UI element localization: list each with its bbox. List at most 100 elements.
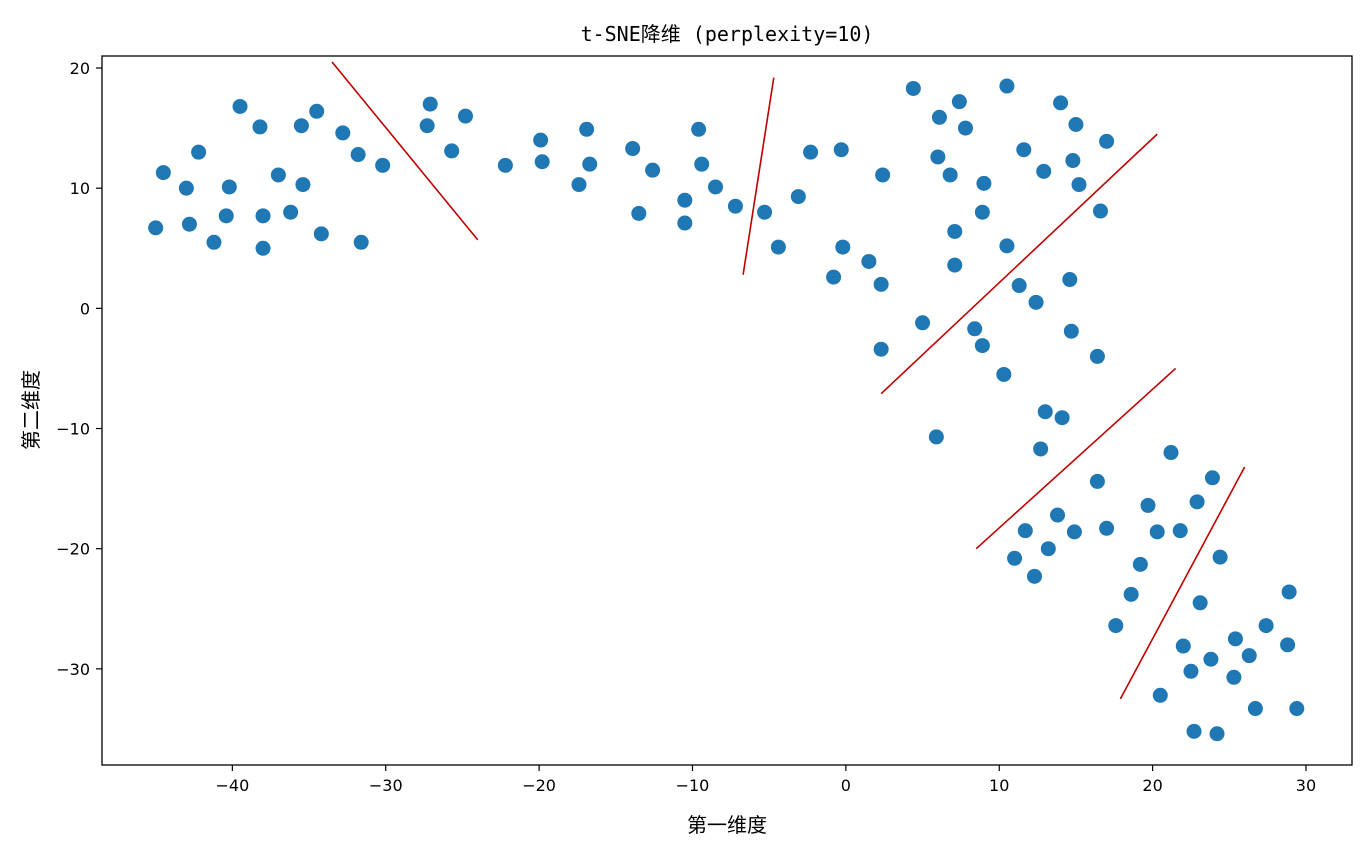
data-point (790, 189, 806, 205)
data-point (1209, 726, 1225, 742)
data-point (148, 220, 164, 236)
separator-line (1119, 466, 1246, 700)
data-point (1189, 494, 1205, 510)
data-point (309, 103, 325, 119)
data-point (947, 257, 963, 273)
data-point (999, 238, 1015, 254)
data-point (497, 157, 513, 173)
data-point (1212, 549, 1228, 565)
data-point (1053, 95, 1069, 111)
data-point (191, 144, 207, 160)
data-point (1140, 497, 1156, 513)
y-tick-label: 0 (80, 299, 90, 318)
data-point (579, 121, 595, 137)
x-tick-label: −40 (215, 776, 249, 795)
data-point (533, 132, 549, 148)
data-point (1108, 618, 1124, 634)
data-point (218, 208, 234, 224)
y-axis-ticks: 20 10 0 −10 −20 −30 (56, 59, 102, 679)
plot-area-frame (101, 55, 1353, 766)
data-point (1183, 663, 1199, 679)
data-point (645, 162, 661, 178)
data-point (571, 177, 587, 193)
data-point (293, 118, 309, 134)
separator-line (742, 77, 775, 275)
data-point (947, 223, 963, 239)
data-point (677, 192, 693, 208)
data-point (313, 226, 329, 242)
y-tick-label: −20 (56, 540, 90, 559)
data-point (1247, 701, 1263, 717)
data-point (270, 167, 286, 183)
data-point (1280, 637, 1296, 653)
data-point (1033, 441, 1049, 457)
x-tick-label: −10 (676, 776, 710, 795)
data-point (873, 276, 889, 292)
data-point (1068, 116, 1084, 132)
data-point (1203, 651, 1219, 667)
y-tick-label: −10 (56, 420, 90, 439)
data-point (255, 208, 271, 224)
data-point (770, 239, 786, 255)
data-point (155, 165, 171, 181)
data-point (976, 175, 992, 191)
data-point (1063, 323, 1079, 339)
data-point (974, 338, 990, 354)
data-point (1017, 523, 1033, 539)
data-point (873, 341, 889, 357)
data-point (419, 118, 435, 134)
data-point (707, 179, 723, 195)
data-point (534, 154, 550, 170)
data-point (861, 253, 877, 269)
data-point (1028, 294, 1044, 310)
data-point (915, 315, 931, 331)
data-point (803, 144, 819, 160)
data-point (422, 96, 438, 112)
data-point (691, 121, 707, 137)
data-point (1258, 618, 1274, 634)
data-point (221, 179, 237, 195)
x-tick-label: 0 (841, 776, 851, 795)
data-point (930, 149, 946, 165)
data-point (178, 180, 194, 196)
data-point (252, 119, 268, 135)
data-point (1027, 568, 1043, 584)
separator-lines (331, 61, 1246, 700)
separator-line (331, 61, 479, 241)
data-point (1065, 153, 1081, 169)
data-point (1204, 470, 1220, 486)
y-tick-label: −30 (56, 660, 90, 679)
data-point (757, 204, 773, 220)
data-point (999, 78, 1015, 94)
data-point (181, 216, 197, 232)
data-point (826, 269, 842, 285)
data-point (1089, 473, 1105, 489)
y-axis-label: 第二维度 (19, 370, 43, 450)
data-point (1089, 348, 1105, 364)
data-point (942, 167, 958, 183)
y-tick-label: 10 (70, 179, 90, 198)
data-point (1186, 723, 1202, 739)
data-point (1226, 669, 1242, 685)
data-point (1054, 410, 1070, 426)
data-point (1172, 523, 1188, 539)
data-point (1016, 142, 1032, 158)
data-point (1099, 133, 1115, 149)
data-point (1099, 520, 1115, 536)
data-point (694, 156, 710, 172)
data-point (931, 109, 947, 125)
data-point (727, 198, 743, 214)
data-point (1149, 524, 1165, 540)
x-axis-label: 第一维度 (687, 813, 767, 837)
x-tick-label: 10 (989, 776, 1009, 795)
data-point (1040, 541, 1056, 557)
data-point (996, 366, 1012, 382)
x-tick-label: −20 (522, 776, 556, 795)
data-point (677, 215, 693, 231)
data-point (1281, 584, 1297, 600)
data-point (625, 141, 641, 157)
data-point (457, 108, 473, 124)
data-point (335, 125, 351, 141)
data-point (1050, 507, 1066, 523)
data-points (148, 78, 1305, 742)
